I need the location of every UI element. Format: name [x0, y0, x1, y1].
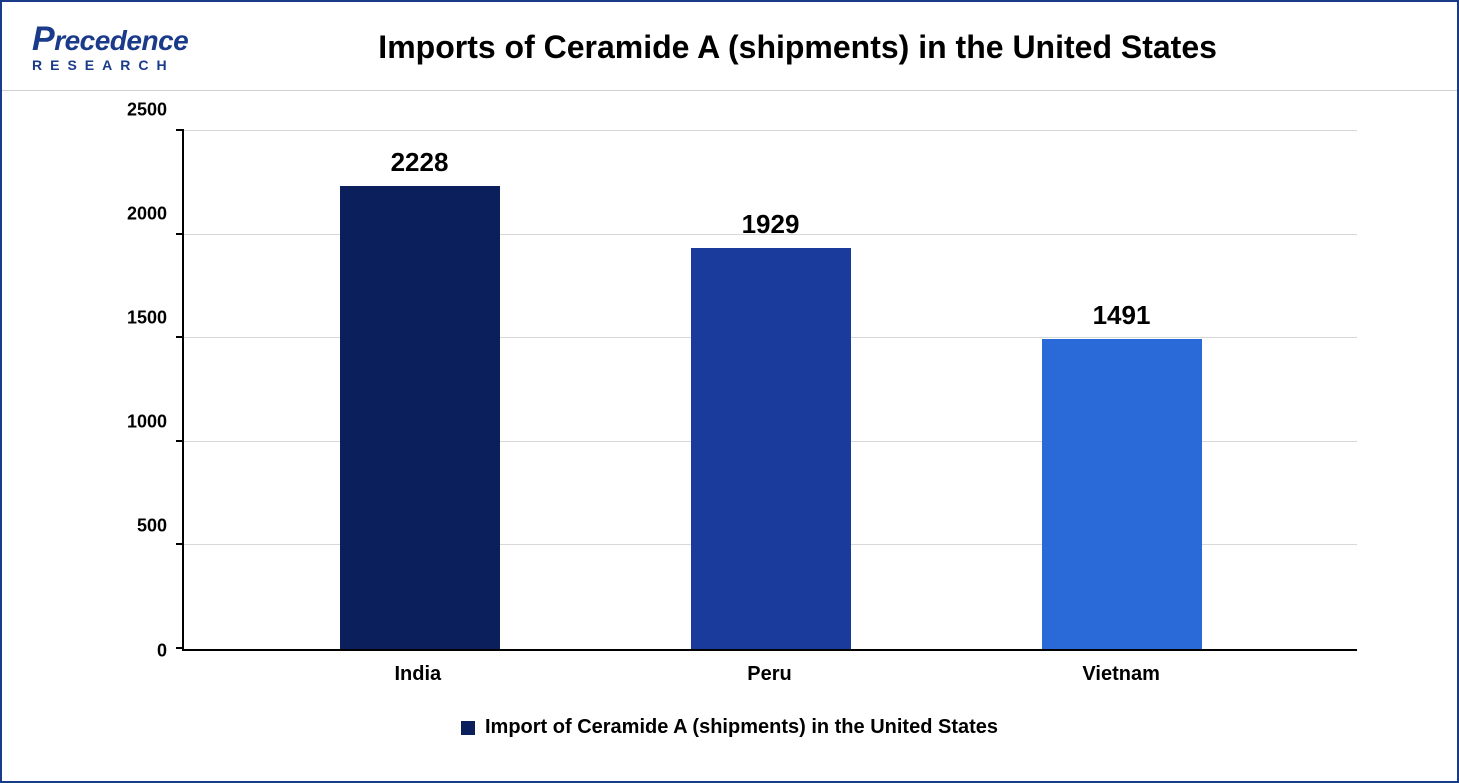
y-tick-5: 2500 — [127, 100, 167, 121]
legend: Import of Ceramide A (shipments) in the … — [102, 716, 1357, 739]
bars-container: 2228 1929 1491 — [184, 131, 1357, 649]
plot-container: 0 500 1000 1500 2000 2500 — [182, 131, 1357, 651]
x-label-peru: Peru — [669, 663, 869, 686]
bar-value-india: 2228 — [391, 147, 449, 178]
logo-p-letter: P — [32, 20, 54, 58]
plot-region: 2228 1929 1491 — [182, 131, 1357, 651]
y-tick-mark — [176, 336, 184, 338]
bar-value-peru: 1929 — [742, 209, 800, 240]
bar-group-india: 2228 — [320, 147, 520, 649]
x-axis-labels: India Peru Vietnam — [182, 651, 1357, 686]
x-label-vietnam: Vietnam — [1021, 663, 1221, 686]
y-tick-mark — [176, 233, 184, 235]
y-tick-mark — [176, 647, 184, 649]
bar-vietnam — [1042, 339, 1202, 649]
logo-brand-text: recedence — [54, 25, 188, 56]
y-tick-mark — [176, 129, 184, 131]
y-tick-0: 0 — [157, 641, 167, 662]
y-tick-mark — [176, 543, 184, 545]
chart-title: Imports of Ceramide A (shipments) in the… — [268, 29, 1427, 66]
y-tick-2: 1000 — [127, 412, 167, 433]
bar-group-vietnam: 1491 — [1022, 300, 1222, 649]
legend-text: Import of Ceramide A (shipments) in the … — [485, 716, 998, 739]
logo-research: RESEARCH — [32, 58, 188, 72]
bar-india — [340, 186, 500, 649]
y-tick-mark — [176, 440, 184, 442]
bar-group-peru: 1929 — [671, 209, 871, 649]
header: Precedence RESEARCH Imports of Ceramide … — [2, 2, 1457, 91]
logo: Precedence RESEARCH — [32, 22, 188, 72]
logo-brand: Precedence — [32, 22, 188, 56]
bar-peru — [691, 248, 851, 649]
chart-container: Precedence RESEARCH Imports of Ceramide … — [0, 0, 1459, 783]
chart-area: 0 500 1000 1500 2000 2500 — [2, 91, 1457, 769]
bar-value-vietnam: 1491 — [1093, 300, 1151, 331]
y-tick-4: 2000 — [127, 204, 167, 225]
legend-marker — [461, 721, 475, 735]
y-tick-1: 500 — [137, 516, 167, 537]
x-label-india: India — [318, 663, 518, 686]
y-tick-3: 1500 — [127, 308, 167, 329]
y-axis: 0 500 1000 1500 2000 2500 — [102, 131, 182, 651]
